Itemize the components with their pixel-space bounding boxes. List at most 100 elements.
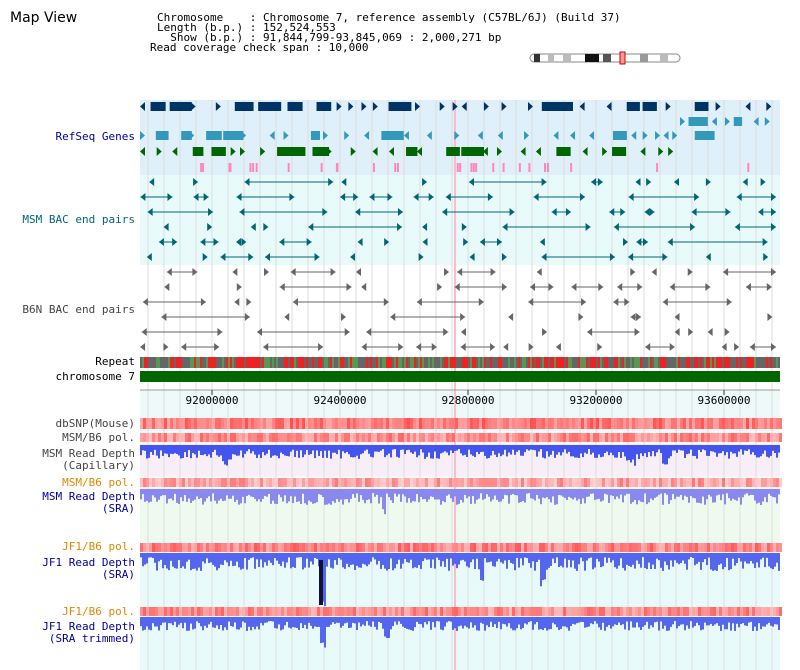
- gene-exon[interactable]: [181, 131, 192, 140]
- msm-bac-end[interactable]: [387, 193, 393, 201]
- gene-arrow[interactable]: [665, 102, 671, 111]
- gene-marker[interactable]: [397, 163, 400, 172]
- msm-bac-end[interactable]: [146, 253, 152, 261]
- gene-exon[interactable]: [150, 102, 166, 111]
- msm-bac-end[interactable]: [609, 208, 615, 216]
- gene-arrow[interactable]: [496, 147, 502, 156]
- gene-exon[interactable]: [312, 147, 330, 156]
- gene-exon[interactable]: [223, 131, 244, 140]
- gene-arrow[interactable]: [172, 147, 178, 156]
- gene-arrow[interactable]: [372, 147, 378, 156]
- gene-marker[interactable]: [456, 163, 459, 172]
- b6n-bac-end[interactable]: [749, 343, 755, 351]
- gene-arrow[interactable]: [745, 102, 751, 111]
- gene-arrow[interactable]: [668, 147, 674, 156]
- gene-arrow[interactable]: [190, 102, 196, 111]
- msm-bac-end[interactable]: [533, 193, 539, 201]
- b6n-bac-end[interactable]: [437, 283, 443, 291]
- msm-bac-end[interactable]: [428, 193, 434, 201]
- b6n-bac-end[interactable]: [669, 343, 675, 351]
- msm-bac-end[interactable]: [207, 223, 213, 231]
- msm-bac-end[interactable]: [760, 178, 766, 186]
- b6n-bac-end[interactable]: [688, 328, 694, 336]
- b6n-bac-end[interactable]: [246, 298, 252, 306]
- b6n-bac-end[interactable]: [257, 328, 263, 336]
- msm-bac-end[interactable]: [623, 238, 629, 246]
- gene-marker[interactable]: [472, 163, 475, 172]
- gene-marker[interactable]: [394, 163, 397, 172]
- b6n-bac-end[interactable]: [200, 298, 206, 306]
- gene-marker[interactable]: [470, 163, 473, 172]
- b6n-bac-end[interactable]: [232, 268, 238, 276]
- msm-bac-end[interactable]: [509, 208, 515, 216]
- gene-arrow[interactable]: [269, 131, 275, 140]
- gene-marker[interactable]: [202, 163, 205, 172]
- gene-exon[interactable]: [688, 117, 708, 126]
- msm-bac-end[interactable]: [463, 238, 469, 246]
- b6n-bac-end[interactable]: [290, 268, 296, 276]
- gene-exon[interactable]: [694, 131, 715, 140]
- msm-bac-end[interactable]: [202, 253, 208, 261]
- msm-bac-end[interactable]: [289, 193, 295, 201]
- gene-arrow[interactable]: [482, 147, 488, 156]
- gene-marker[interactable]: [320, 163, 323, 172]
- b6n-bac-end[interactable]: [460, 343, 466, 351]
- b6n-bac-end[interactable]: [457, 268, 463, 276]
- msm-bac-end[interactable]: [585, 223, 591, 231]
- msm-bac-end[interactable]: [244, 178, 250, 186]
- msm-bac-end[interactable]: [418, 253, 424, 261]
- b6n-bac-end[interactable]: [234, 298, 240, 306]
- b6n-bac-end[interactable]: [624, 298, 630, 306]
- gene-exon[interactable]: [258, 102, 282, 111]
- msm-bac-end[interactable]: [422, 223, 428, 231]
- b6n-bac-end[interactable]: [766, 283, 772, 291]
- b6n-bac-end[interactable]: [630, 313, 636, 321]
- b6n-bac-end[interactable]: [707, 328, 713, 336]
- gene-marker[interactable]: [335, 163, 338, 172]
- gene-arrow[interactable]: [483, 102, 489, 111]
- b6n-bac-end[interactable]: [548, 283, 554, 291]
- msm-bac-end[interactable]: [236, 193, 242, 201]
- gene-exon[interactable]: [612, 147, 627, 156]
- gene-exon[interactable]: [234, 102, 254, 111]
- gene-marker[interactable]: [546, 163, 549, 172]
- b6n-bac-end[interactable]: [617, 283, 623, 291]
- b6n-bac-end[interactable]: [344, 328, 350, 336]
- msm-bac-end[interactable]: [579, 193, 585, 201]
- b6n-bac-end[interactable]: [501, 283, 507, 291]
- msm-bac-end[interactable]: [147, 208, 153, 216]
- msm-bac-end[interactable]: [628, 193, 634, 201]
- gene-arrow[interactable]: [230, 147, 236, 156]
- gene-marker[interactable]: [492, 163, 495, 172]
- gene-exon[interactable]: [287, 102, 303, 111]
- gene-arrow[interactable]: [631, 131, 637, 140]
- gene-marker[interactable]: [518, 163, 521, 172]
- gene-arrow[interactable]: [658, 147, 664, 156]
- b6n-bac-end[interactable]: [341, 313, 347, 321]
- msm-bac-end[interactable]: [635, 178, 641, 186]
- gene-arrow[interactable]: [606, 102, 612, 111]
- msm-bac-end[interactable]: [193, 178, 199, 186]
- msm-bac-end[interactable]: [662, 253, 668, 261]
- b6n-bac-end[interactable]: [745, 283, 751, 291]
- msm-bac-end[interactable]: [487, 193, 493, 201]
- b6n-bac-end[interactable]: [263, 343, 269, 351]
- msm-bac-end[interactable]: [163, 223, 169, 231]
- msm-bac-end[interactable]: [422, 238, 428, 246]
- b6n-bac-end[interactable]: [555, 343, 561, 351]
- msm-bac-end[interactable]: [350, 253, 356, 261]
- b6n-bac-end[interactable]: [279, 283, 285, 291]
- b6n-bac-end[interactable]: [528, 298, 534, 306]
- msm-bac-end[interactable]: [239, 208, 245, 216]
- b6n-bac-end[interactable]: [613, 298, 619, 306]
- gene-arrow[interactable]: [724, 117, 730, 126]
- msm-bac-end[interactable]: [771, 208, 776, 216]
- gene-arrow[interactable]: [361, 102, 367, 111]
- gene-arrow[interactable]: [764, 117, 770, 126]
- msm-bac-end[interactable]: [736, 193, 742, 201]
- msm-bac-end[interactable]: [355, 208, 361, 216]
- msm-bac-end[interactable]: [705, 178, 711, 186]
- msm-bac-end[interactable]: [264, 253, 270, 261]
- b6n-bac-end[interactable]: [454, 283, 460, 291]
- b6n-bac-end[interactable]: [284, 313, 290, 321]
